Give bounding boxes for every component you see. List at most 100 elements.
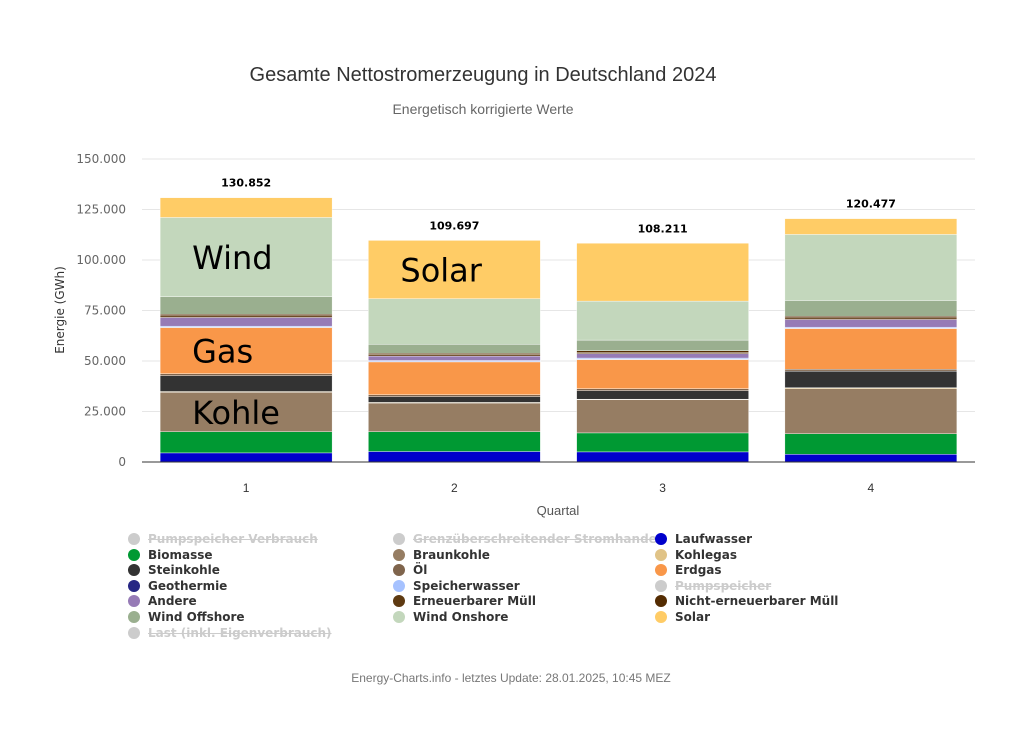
legend-item[interactable]: Geothermie: [128, 579, 227, 593]
bar-segment[interactable]: [159, 392, 333, 432]
annotation-label: Gas: [192, 332, 253, 370]
total-label: 108.211: [638, 222, 688, 235]
bar-segment[interactable]: [368, 361, 541, 395]
bar-segment[interactable]: [784, 319, 958, 328]
bar-segment[interactable]: [159, 314, 333, 317]
bar-stack-q3[interactable]: [576, 243, 749, 463]
legend-item[interactable]: Grenzüberschreitender Stromhandel: [393, 532, 661, 546]
bar-segment[interactable]: [576, 353, 749, 359]
bar-segment[interactable]: [368, 344, 541, 354]
y-tick-label: 150.000: [76, 152, 126, 166]
legend-marker-icon: [128, 611, 140, 623]
credits[interactable]: Energy-Charts.info - letztes Update: 28.…: [351, 671, 671, 685]
bar-segment[interactable]: [784, 317, 958, 320]
bar-segment[interactable]: [368, 354, 541, 357]
bar-segment[interactable]: [159, 296, 333, 315]
bar-segment[interactable]: [576, 350, 749, 353]
legend-label: Erneuerbarer Müll: [413, 594, 536, 609]
bar-segment[interactable]: [576, 300, 749, 341]
bar-stack-q2[interactable]: [368, 240, 541, 463]
bar-segment[interactable]: [159, 431, 333, 454]
legend-marker-icon: [655, 579, 667, 592]
legend-item[interactable]: Erdgas: [655, 563, 722, 577]
bar-segment[interactable]: [576, 243, 749, 302]
legend-item[interactable]: Erneuerbarer Müll: [393, 594, 536, 608]
legend-item[interactable]: Öl: [393, 563, 427, 577]
bar-stack-q4[interactable]: [784, 218, 958, 463]
legend-item[interactable]: Braunkohle: [393, 548, 490, 562]
legend-label: Wind Offshore: [148, 610, 245, 624]
x-tick-label: 1: [243, 481, 250, 495]
bar-segment[interactable]: [368, 355, 541, 361]
legend-marker-icon: [393, 579, 405, 592]
bar-segment[interactable]: [784, 234, 958, 301]
bar-segment[interactable]: [368, 240, 541, 299]
bar-stack-q1[interactable]: [159, 197, 333, 463]
bar-segment[interactable]: [784, 218, 958, 235]
bar-segment[interactable]: [576, 388, 749, 391]
x-axis-ticks: 1 2 3 4: [243, 481, 875, 495]
legend-marker-icon: [655, 611, 667, 623]
x-tick-label: 2: [451, 481, 458, 495]
bar-segment[interactable]: [368, 451, 541, 463]
annotation-label: Kohle: [192, 394, 280, 432]
bar-segment[interactable]: [576, 451, 749, 463]
bar-segment[interactable]: [576, 359, 749, 389]
bar-segment[interactable]: [576, 399, 749, 434]
legend-marker-icon: [128, 579, 140, 592]
bar-segment[interactable]: [784, 300, 958, 317]
bar-segment[interactable]: [576, 390, 749, 400]
legend-item[interactable]: Nicht-erneuerbarer Müll: [655, 594, 838, 608]
bar-segment[interactable]: [576, 432, 749, 453]
bar-segment[interactable]: [368, 396, 541, 403]
legend-item[interactable]: Last (inkl. Eigenverbrauch): [128, 626, 332, 640]
bar-segment[interactable]: [159, 373, 333, 376]
legend-item[interactable]: Wind Onshore: [393, 610, 508, 624]
chart-subtitle: Energetisch korrigierte Werte: [392, 101, 574, 117]
x-axis-label: Quartal: [537, 503, 580, 518]
legend-item[interactable]: Speicherwasser: [393, 579, 520, 593]
legend-item[interactable]: Pumpspeicher Verbrauch: [128, 532, 318, 546]
legend-item[interactable]: Kohlegas: [655, 548, 737, 562]
legend-item[interactable]: Pumpspeicher: [655, 579, 771, 593]
bar-segment[interactable]: [368, 402, 541, 432]
bar-segment[interactable]: [784, 454, 958, 463]
bar-segment[interactable]: [368, 431, 541, 452]
legend-marker-icon: [393, 611, 405, 623]
legend-marker-icon: [128, 533, 140, 545]
bar-segment[interactable]: [368, 298, 541, 345]
bar-segment[interactable]: [368, 394, 541, 397]
legend-item[interactable]: Wind Offshore: [128, 610, 245, 624]
total-label: 109.697: [429, 219, 479, 232]
bar-segment[interactable]: [784, 316, 958, 319]
legend-item[interactable]: Solar: [655, 610, 710, 624]
total-label: 130.852: [221, 177, 271, 190]
y-tick-label: 0: [118, 455, 126, 469]
bar-segment[interactable]: [368, 353, 541, 355]
legend-label: Solar: [675, 610, 711, 624]
bar-segment[interactable]: [576, 339, 749, 351]
bar-segment[interactable]: [784, 328, 958, 370]
bar-segment[interactable]: [576, 352, 749, 354]
legend-label: Kohlegas: [675, 547, 737, 562]
legend-item[interactable]: Biomasse: [128, 548, 213, 562]
bar-segment[interactable]: [159, 315, 333, 318]
bar-segment[interactable]: [784, 388, 958, 434]
bar-segment[interactable]: [159, 197, 333, 218]
bar-segment[interactable]: [159, 452, 333, 463]
legend-label: Pumpspeicher Verbrauch: [148, 532, 318, 546]
bar-segment[interactable]: [159, 375, 333, 392]
legend-item[interactable]: Laufwasser: [655, 532, 752, 546]
bar-segment[interactable]: [784, 370, 958, 388]
legend-label: Erdgas: [675, 563, 722, 578]
legend-label: Nicht-erneuerbarer Müll: [675, 594, 839, 609]
bar-segment[interactable]: [159, 327, 333, 374]
legend-item[interactable]: Andere: [128, 594, 197, 608]
bar-segment[interactable]: [159, 217, 333, 297]
legend-label: Pumpspeicher: [675, 578, 772, 593]
bar-segment[interactable]: [784, 433, 958, 455]
legend-item[interactable]: Steinkohle: [128, 563, 220, 577]
bar-segment[interactable]: [159, 317, 333, 327]
bar-segment[interactable]: [784, 369, 958, 372]
legend-marker-icon: [655, 564, 667, 577]
